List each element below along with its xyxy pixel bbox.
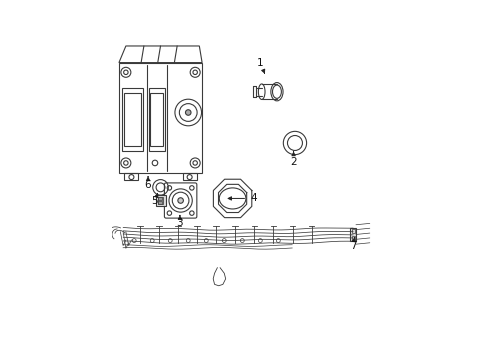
Text: 7: 7 bbox=[349, 238, 356, 251]
Bar bbox=[351, 236, 354, 240]
Text: 3: 3 bbox=[176, 216, 183, 228]
Bar bbox=[122, 87, 143, 151]
Bar bbox=[148, 87, 164, 151]
Bar bbox=[351, 229, 354, 233]
Text: 1: 1 bbox=[257, 58, 264, 73]
Bar bbox=[158, 201, 162, 203]
Bar bbox=[150, 93, 163, 146]
Circle shape bbox=[178, 198, 183, 203]
Circle shape bbox=[185, 110, 191, 115]
Bar bbox=[119, 63, 202, 174]
Bar bbox=[155, 195, 166, 206]
Bar bbox=[123, 93, 141, 146]
Text: 2: 2 bbox=[290, 152, 296, 167]
Text: 6: 6 bbox=[144, 177, 151, 190]
Text: 4: 4 bbox=[228, 193, 256, 203]
Bar bbox=[158, 197, 163, 204]
Bar bbox=[158, 198, 162, 200]
Bar bbox=[350, 228, 355, 242]
Text: 5: 5 bbox=[151, 193, 158, 206]
